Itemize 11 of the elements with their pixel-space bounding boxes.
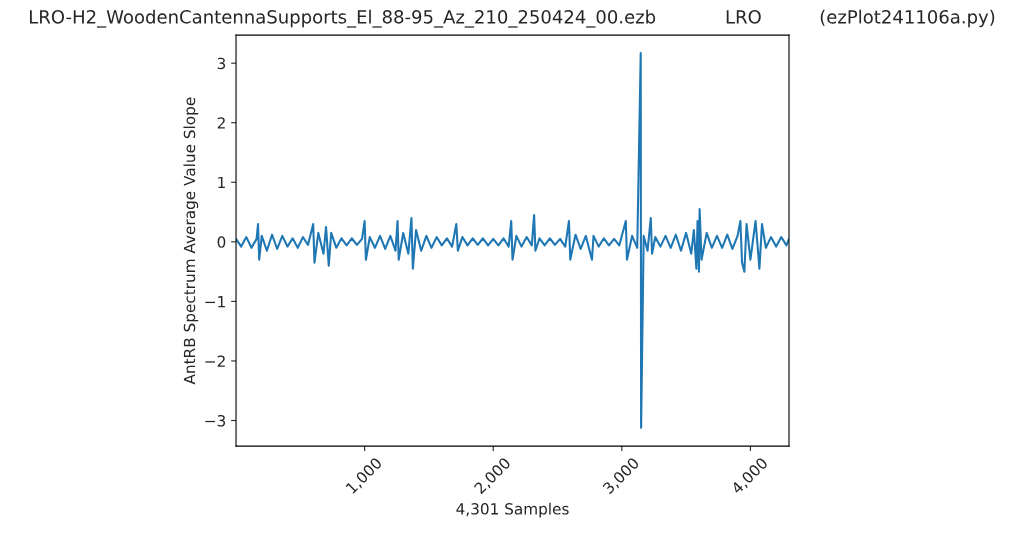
y-axis-title: AntRB Spectrum Average Value Slope	[183, 97, 199, 385]
y-tick-label: 1	[218, 176, 225, 189]
y-tick-label: −3	[205, 414, 226, 427]
y-tick-label: 0	[217, 236, 226, 248]
y-tick-label: −1	[205, 296, 225, 308]
y-tick-label: 3	[217, 57, 226, 70]
y-tick-label: −2	[205, 355, 225, 367]
line-series	[236, 52, 789, 429]
y-tick-label: 2	[217, 117, 225, 129]
chart-title: LRO-H2_WoodenCantennaSupports_El_88-95_Az_210_250424_00.ezb LRO (ezPlot241106a.py)	[30, 9, 995, 28]
x-axis-title: 4,301 Samples	[456, 502, 569, 518]
